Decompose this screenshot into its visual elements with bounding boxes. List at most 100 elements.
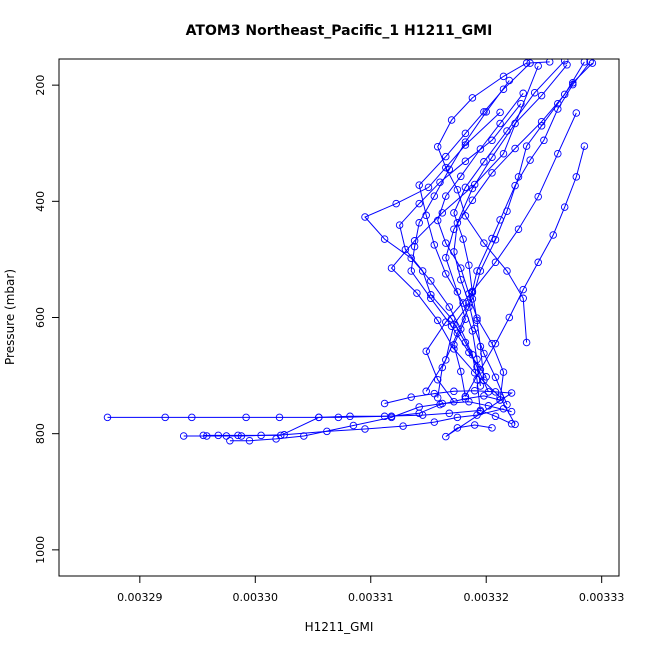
data-point [413, 289, 421, 297]
data-point [392, 199, 400, 208]
data-point [380, 235, 389, 243]
y-tick-label: 1000 [34, 536, 47, 564]
data-point [488, 234, 496, 243]
data-point [245, 436, 254, 445]
data-point [519, 89, 527, 98]
data-point [453, 413, 462, 422]
data-point [503, 267, 511, 275]
data-point [433, 216, 442, 225]
data-point [572, 109, 581, 117]
data-point [415, 219, 423, 227]
data-point [465, 261, 473, 269]
data-point [461, 212, 470, 220]
data-point [580, 59, 589, 66]
data-point [430, 241, 439, 249]
series-line [425, 112, 577, 402]
data-point [300, 432, 308, 440]
data-point [511, 181, 519, 190]
series-line [399, 103, 522, 393]
data-point [468, 94, 477, 102]
data-point [445, 165, 454, 174]
data-point [522, 142, 531, 150]
chart-title: ATOM3 Northeast_Pacific_1 H1211_GMI [186, 23, 493, 39]
series-line [425, 62, 593, 392]
data-point [450, 225, 458, 233]
data-point [496, 396, 504, 404]
data-point [480, 376, 488, 384]
data-point [514, 225, 523, 233]
series-line [445, 61, 585, 397]
data-point [563, 61, 571, 69]
data-point [461, 141, 470, 149]
data-point [433, 142, 442, 151]
series-layer [103, 59, 597, 445]
profile-series-7 [433, 59, 594, 402]
data-point [499, 368, 508, 376]
data-point [491, 258, 500, 267]
data-point [346, 412, 354, 421]
profile-series-17 [450, 59, 569, 384]
data-point [499, 85, 508, 93]
x-tick-label: 0.00331 [348, 591, 394, 604]
data-point [445, 409, 454, 418]
series-line [453, 64, 568, 405]
data-point [415, 181, 423, 189]
series-line [437, 61, 591, 398]
data-point [473, 267, 481, 275]
data-point [465, 299, 473, 307]
data-point [526, 156, 534, 164]
data-point [572, 173, 581, 181]
profile-series-16 [433, 59, 554, 347]
data-point [430, 418, 439, 426]
plot-frame [58, 58, 620, 577]
data-point [442, 163, 450, 172]
data-point [442, 270, 450, 278]
data-point [427, 291, 435, 299]
data-point [530, 88, 539, 97]
data-point [496, 108, 504, 117]
data-point [415, 409, 423, 418]
data-point [450, 397, 458, 406]
data-point [103, 413, 112, 422]
data-point [461, 129, 470, 138]
data-point [433, 375, 442, 384]
data-point [453, 288, 462, 296]
data-point [537, 117, 546, 126]
data-point [468, 196, 477, 204]
data-point [430, 192, 439, 200]
data-point [410, 237, 419, 245]
data-point [461, 392, 470, 401]
data-point [503, 127, 511, 135]
data-point [476, 342, 485, 351]
data-point [488, 424, 496, 432]
data-point [188, 413, 196, 422]
data-point [519, 294, 527, 303]
data-point [453, 185, 462, 194]
data-point [484, 388, 493, 396]
data-point [315, 413, 323, 422]
x-tick-label: 0.00333 [579, 591, 625, 604]
data-point [433, 316, 442, 325]
data-point [503, 400, 511, 409]
data-point [569, 79, 577, 87]
data-point [442, 192, 450, 200]
data-point [496, 216, 504, 224]
data-point [442, 253, 450, 262]
data-point [470, 421, 479, 429]
data-point [511, 420, 519, 429]
data-point [407, 267, 415, 275]
data-point [424, 183, 433, 192]
profile-series-8 [442, 59, 589, 401]
data-point [545, 59, 554, 66]
data-point [395, 221, 404, 229]
data-point [436, 400, 444, 409]
data-point [407, 393, 415, 401]
data-point [511, 144, 519, 153]
data-point [540, 136, 548, 145]
data-point [275, 413, 284, 422]
data-point [453, 219, 462, 227]
y-axis: 200 400 600 800 1000 [34, 75, 59, 564]
data-point [461, 183, 470, 192]
x-tick-label: 0.00330 [233, 591, 279, 604]
data-point [161, 413, 169, 422]
